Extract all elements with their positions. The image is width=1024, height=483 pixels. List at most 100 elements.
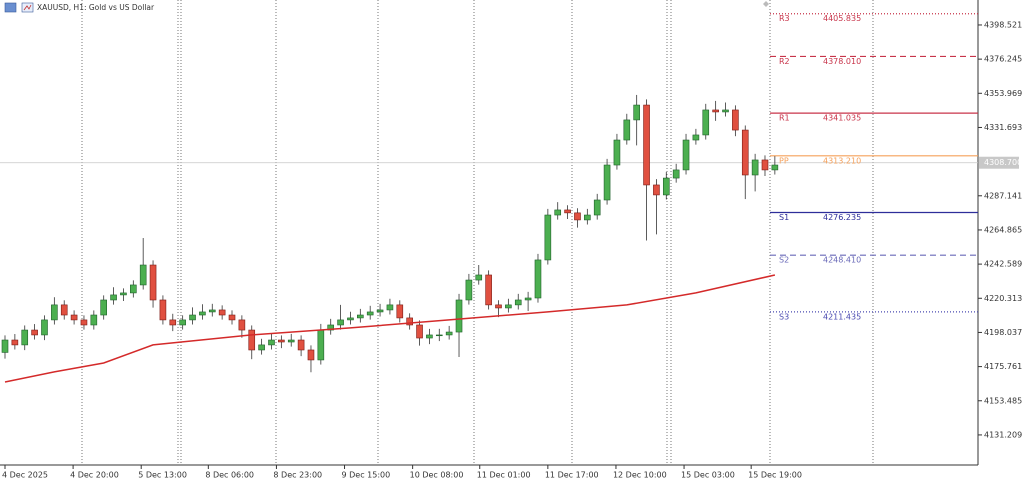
candle-body bbox=[593, 199, 601, 216]
candle-body bbox=[643, 104, 650, 186]
y-tick-label: 4353.969 bbox=[984, 89, 1022, 98]
candle-body bbox=[455, 299, 463, 333]
y-tick-label: 4398.521 bbox=[984, 20, 1022, 29]
candle-body bbox=[228, 314, 236, 321]
pivot-name: S1 bbox=[779, 213, 789, 222]
candle-body bbox=[268, 339, 275, 346]
candle-body bbox=[366, 311, 374, 316]
candle-body bbox=[80, 319, 88, 326]
pivot-name: R2 bbox=[779, 57, 790, 66]
candle-body bbox=[524, 297, 532, 301]
current-price-box bbox=[979, 156, 1019, 169]
candle-body bbox=[238, 319, 246, 331]
candle-body bbox=[51, 304, 58, 321]
x-tick-label: 8 Dec 23:00 bbox=[273, 471, 322, 480]
candle-body bbox=[761, 159, 769, 171]
candle-body bbox=[662, 177, 670, 196]
pivot-name: R3 bbox=[779, 14, 790, 23]
candle-body bbox=[218, 309, 226, 316]
candle-body bbox=[603, 164, 611, 201]
candle-body bbox=[633, 104, 640, 121]
candle-body bbox=[741, 129, 749, 176]
candle-body bbox=[169, 319, 177, 326]
candle-body bbox=[208, 309, 216, 313]
y-tick-label: 4153.485 bbox=[984, 396, 1022, 405]
day-separators bbox=[81, 0, 874, 465]
candle-body bbox=[465, 279, 473, 301]
candle-body bbox=[396, 304, 404, 319]
candle-body bbox=[21, 329, 29, 346]
candle-body bbox=[386, 304, 394, 311]
candle-body bbox=[623, 119, 631, 141]
x-tick-label: 9 Dec 15:00 bbox=[342, 471, 391, 480]
candle-body bbox=[505, 304, 512, 309]
candle-body bbox=[31, 329, 38, 336]
pivot-name: PP bbox=[779, 156, 789, 165]
y-tick-label: 4175.761 bbox=[984, 362, 1022, 371]
candle-body bbox=[534, 259, 542, 299]
candle-body bbox=[70, 314, 78, 321]
candle-body bbox=[406, 317, 413, 326]
candle-body bbox=[90, 314, 98, 326]
candle-body bbox=[692, 134, 700, 141]
candle-body bbox=[120, 292, 127, 296]
candle-body bbox=[130, 284, 137, 294]
candle-body bbox=[248, 329, 256, 351]
x-tick-label: 10 Dec 08:00 bbox=[410, 471, 464, 480]
candle-body bbox=[179, 319, 186, 326]
y-tick-label: 4220.313 bbox=[984, 294, 1022, 303]
candle-body bbox=[544, 214, 552, 261]
candle-body bbox=[732, 109, 739, 131]
pivot-value: 4276.235 bbox=[823, 213, 861, 222]
candle-body bbox=[189, 314, 196, 321]
candle-body bbox=[672, 169, 680, 179]
candle-body bbox=[613, 139, 621, 166]
candle-body bbox=[495, 304, 502, 309]
candle-body bbox=[297, 339, 305, 351]
candle-body bbox=[159, 299, 167, 321]
candle-body bbox=[139, 264, 147, 286]
candle-body bbox=[199, 311, 206, 316]
candle-body bbox=[416, 324, 423, 339]
candle-body bbox=[1, 339, 9, 353]
pivot-value: 4405.835 bbox=[823, 14, 861, 23]
pivot-value: 4313.210 bbox=[823, 156, 861, 165]
candle-body bbox=[149, 264, 157, 301]
x-tick-label: 11 Dec 17:00 bbox=[545, 471, 599, 480]
x-tick-label: 12 Dec 10:00 bbox=[613, 471, 667, 480]
candle-body bbox=[357, 314, 364, 319]
current-price-label: 4308.700 bbox=[984, 158, 1022, 167]
pivot-value: 4211.435 bbox=[823, 312, 861, 321]
candle-body bbox=[41, 319, 48, 336]
candle-body bbox=[564, 209, 571, 214]
pivot-name: S3 bbox=[779, 312, 789, 321]
candle-body bbox=[584, 214, 591, 221]
candle-body bbox=[287, 339, 295, 343]
y-tick-label: 4198.037 bbox=[984, 328, 1022, 337]
candle-body bbox=[337, 319, 344, 326]
candle-body bbox=[653, 184, 660, 196]
pivot-value: 4341.035 bbox=[823, 114, 861, 123]
candle-body bbox=[426, 334, 433, 339]
x-tick-label: 4 Dec 20:00 bbox=[70, 471, 119, 480]
candle-body bbox=[712, 109, 719, 113]
candle-body bbox=[445, 331, 453, 336]
candle-body bbox=[514, 299, 522, 306]
candle-body bbox=[722, 109, 729, 113]
candle-body bbox=[307, 349, 315, 361]
y-tick-label: 4287.141 bbox=[984, 191, 1022, 200]
candle-body bbox=[574, 212, 581, 221]
pivot-name: S2 bbox=[779, 256, 789, 265]
candle-body bbox=[376, 309, 384, 313]
y-tick-label: 4264.865 bbox=[984, 225, 1022, 234]
candle-body bbox=[278, 339, 285, 343]
x-tick-label: 5 Dec 13:00 bbox=[138, 471, 187, 480]
candle-body bbox=[771, 164, 779, 171]
candle-body bbox=[475, 274, 483, 281]
candle-body bbox=[485, 274, 492, 306]
candle-body bbox=[751, 159, 759, 176]
moving-average bbox=[4, 274, 776, 383]
candle-body bbox=[347, 317, 354, 321]
symbol-icons bbox=[4, 2, 34, 13]
